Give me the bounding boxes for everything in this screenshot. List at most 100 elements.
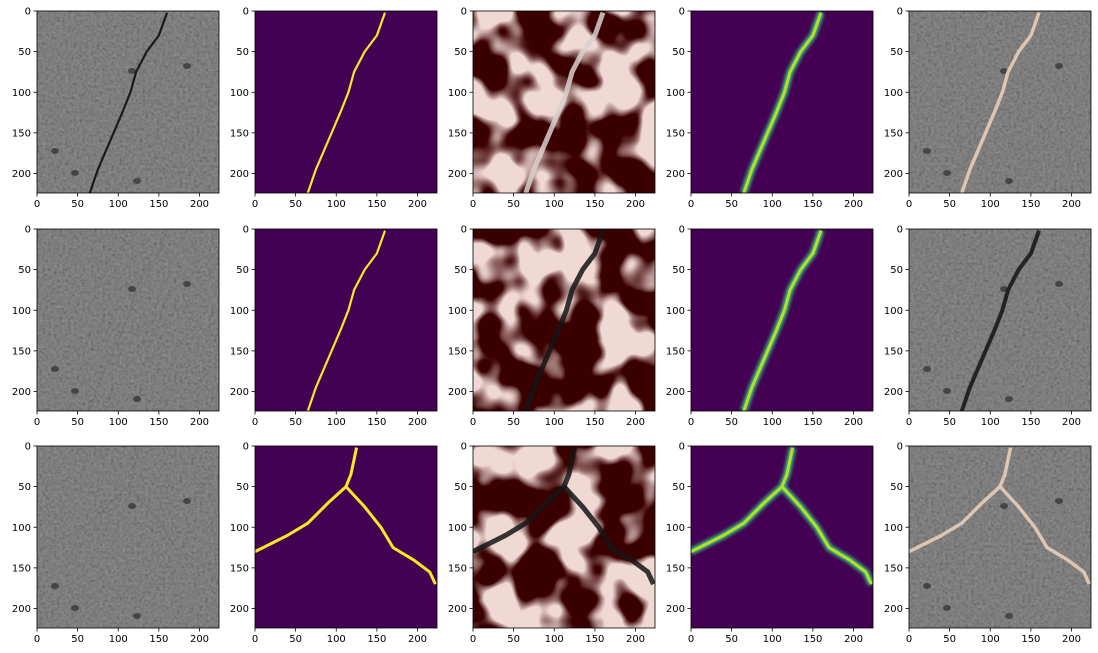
y-tick-label: 200	[230, 604, 249, 615]
x-tick-label: 50	[289, 634, 302, 645]
x-tick-label: 200	[190, 417, 209, 428]
y-tick-label: 150	[12, 563, 31, 574]
y-tick-label: 150	[230, 128, 249, 139]
y-tick-label: 100	[230, 523, 249, 534]
x-tick-label: 200	[408, 417, 427, 428]
x-tick-label: 100	[109, 199, 128, 210]
x-tick-label: 0	[34, 634, 40, 645]
y-tick-label: 0	[679, 7, 685, 18]
y-tick-label: 50	[236, 482, 249, 493]
y-tick-label: 100	[12, 306, 31, 317]
x-tick-label: 0	[252, 199, 258, 210]
y-tick-label: 100	[666, 88, 685, 99]
panel-r3-c5-overlay: 0 50 100 150 200 0 50 100 150 200	[884, 442, 1092, 645]
x-tick-label: 100	[981, 417, 1000, 428]
y-tick-label: 150	[448, 346, 467, 357]
x-tick-label: 0	[688, 417, 694, 428]
axes-frame	[690, 445, 874, 629]
x-tick-label: 100	[545, 199, 564, 210]
x-tick-label: 200	[408, 634, 427, 645]
x-tick-label: 50	[943, 199, 956, 210]
panel-r1-c3-saliency-heatmap: 0 50 100 150 200 0 50 100 150 200	[448, 7, 656, 210]
x-tick-label: 100	[327, 199, 346, 210]
y-tick-label: 200	[230, 387, 249, 398]
y-tick-label: 150	[666, 128, 685, 139]
panel-r2-c4-prediction-mask: 0 50 100 150 200 0 50 100 150 200	[666, 225, 874, 428]
panel-r1-c4-prediction-mask: 0 50 100 150 200 0 50 100 150 200	[666, 7, 874, 210]
x-tick-label: 150	[585, 199, 604, 210]
y-tick-label: 100	[230, 88, 249, 99]
y-tick-label: 150	[884, 563, 903, 574]
y-tick-label: 200	[448, 387, 467, 398]
y-tick-label: 0	[461, 7, 467, 18]
axes-frame	[254, 228, 438, 412]
x-tick-label: 100	[763, 199, 782, 210]
y-tick-label: 200	[666, 387, 685, 398]
x-tick-label: 100	[109, 417, 128, 428]
panel-r2-c5-overlay: 0 50 100 150 200 0 50 100 150 200	[884, 225, 1092, 428]
axes-frame	[472, 228, 656, 412]
y-tick-label: 200	[884, 604, 903, 615]
y-tick-label: 150	[884, 346, 903, 357]
x-tick-label: 0	[252, 417, 258, 428]
y-tick-label: 100	[666, 523, 685, 534]
y-tick-label: 200	[666, 604, 685, 615]
y-tick-label: 200	[448, 604, 467, 615]
x-tick-label: 0	[906, 199, 912, 210]
x-tick-label: 150	[367, 417, 386, 428]
y-tick-label: 100	[884, 306, 903, 317]
y-tick-label: 200	[230, 169, 249, 180]
y-tick-label: 50	[672, 47, 685, 58]
panel-r1-c5-overlay: 0 50 100 150 200 0 50 100 150 200	[884, 7, 1092, 210]
y-tick-label: 100	[884, 88, 903, 99]
x-tick-label: 200	[1062, 417, 1081, 428]
x-tick-label: 150	[1021, 634, 1040, 645]
y-tick-label: 100	[448, 523, 467, 534]
y-tick-label: 0	[461, 442, 467, 453]
x-tick-label: 50	[507, 417, 520, 428]
axes-frame	[36, 445, 220, 629]
x-tick-label: 100	[981, 634, 1000, 645]
y-tick-label: 100	[12, 523, 31, 534]
y-tick-label: 150	[230, 563, 249, 574]
y-tick-label: 50	[890, 482, 903, 493]
axes-frame	[690, 228, 874, 412]
panel-r2-c1-concrete-photo: 0 50 100 150 200 0 50 100 150 200	[12, 225, 220, 428]
y-tick-label: 150	[884, 128, 903, 139]
x-tick-label: 150	[803, 417, 822, 428]
x-tick-label: 100	[109, 634, 128, 645]
x-tick-label: 150	[803, 199, 822, 210]
y-tick-label: 0	[25, 225, 31, 236]
y-tick-label: 150	[230, 346, 249, 357]
y-tick-label: 100	[666, 306, 685, 317]
y-tick-label: 150	[12, 128, 31, 139]
y-tick-label: 50	[890, 265, 903, 276]
panel-r3-c3-saliency-heatmap: 0 50 100 150 200 0 50 100 150 200	[448, 442, 656, 645]
x-tick-label: 150	[1021, 417, 1040, 428]
y-tick-label: 200	[12, 387, 31, 398]
x-tick-label: 0	[688, 634, 694, 645]
y-tick-label: 100	[884, 523, 903, 534]
x-tick-label: 150	[367, 634, 386, 645]
y-tick-label: 50	[18, 47, 31, 58]
x-tick-label: 200	[1062, 199, 1081, 210]
x-tick-label: 100	[763, 417, 782, 428]
y-tick-label: 0	[243, 7, 249, 18]
y-tick-label: 0	[897, 7, 903, 18]
x-tick-label: 200	[626, 199, 645, 210]
x-tick-label: 100	[545, 417, 564, 428]
x-tick-label: 0	[34, 417, 40, 428]
x-tick-label: 50	[507, 199, 520, 210]
x-tick-label: 150	[367, 199, 386, 210]
x-tick-label: 0	[688, 199, 694, 210]
y-tick-label: 150	[448, 563, 467, 574]
x-tick-label: 0	[470, 199, 476, 210]
y-tick-label: 50	[18, 265, 31, 276]
x-tick-label: 50	[71, 417, 84, 428]
y-tick-label: 0	[897, 225, 903, 236]
y-tick-label: 50	[672, 265, 685, 276]
x-tick-label: 150	[585, 417, 604, 428]
y-tick-label: 50	[890, 47, 903, 58]
y-tick-label: 50	[236, 265, 249, 276]
panel-r1-c1-concrete-photo: 0 50 100 150 200 0 50 100 150 200	[12, 7, 220, 210]
